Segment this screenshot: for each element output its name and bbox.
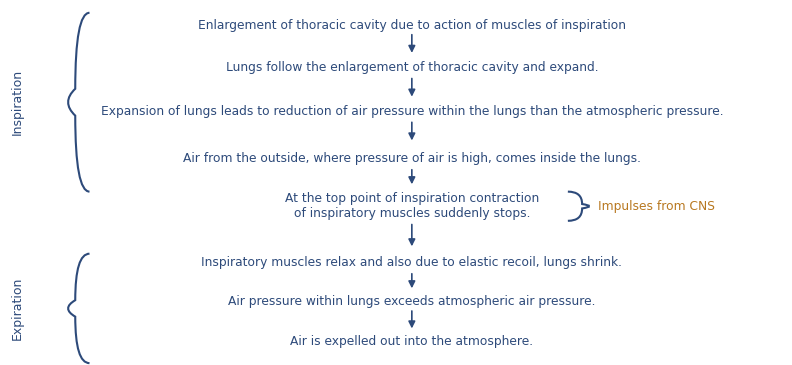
Text: Expiration: Expiration: [11, 277, 24, 340]
Text: Lungs follow the enlargement of thoracic cavity and expand.: Lungs follow the enlargement of thoracic…: [226, 61, 598, 74]
Text: Expansion of lungs leads to reduction of air pressure within the lungs than the : Expansion of lungs leads to reduction of…: [101, 105, 723, 118]
Text: Air pressure within lungs exceeds atmospheric air pressure.: Air pressure within lungs exceeds atmosp…: [228, 295, 596, 308]
Text: At the top point of inspiration contraction
of inspiratory muscles suddenly stop: At the top point of inspiration contract…: [284, 192, 539, 220]
Text: Inspiration: Inspiration: [11, 69, 24, 135]
Text: Air from the outside, where pressure of air is high, comes inside the lungs.: Air from the outside, where pressure of …: [183, 152, 641, 165]
Text: Enlargement of thoracic cavity due to action of muscles of inspiration: Enlargement of thoracic cavity due to ac…: [198, 19, 626, 32]
Text: Air is expelled out into the atmosphere.: Air is expelled out into the atmosphere.: [291, 335, 533, 348]
Text: Inspiratory muscles relax and also due to elastic recoil, lungs shrink.: Inspiratory muscles relax and also due t…: [201, 256, 623, 269]
Text: Impulses from CNS: Impulses from CNS: [598, 200, 715, 213]
